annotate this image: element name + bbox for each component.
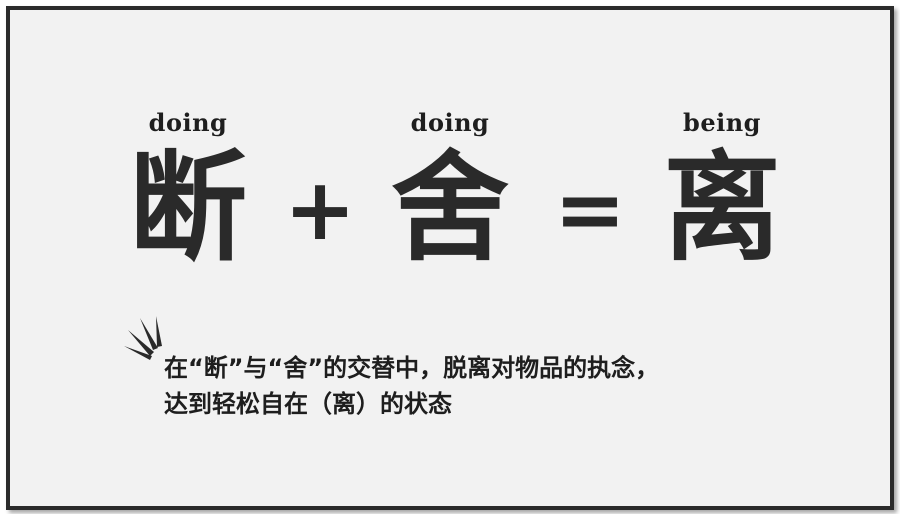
plus-sign: + xyxy=(283,160,357,260)
term1-char: 断 xyxy=(128,139,247,277)
term2-word: doing xyxy=(410,108,490,137)
burst-icon xyxy=(124,316,162,360)
equals-sign: = xyxy=(553,160,627,260)
description-line-2: 达到轻松自在（离）的状态 xyxy=(164,390,452,418)
description-line-1: 在“断”与“舍”的交替中，脱离对物品的执念， xyxy=(164,354,660,382)
slide-frame: doing 断 + doing 舍 = being 离 在“断”与“舍”的交替中… xyxy=(6,6,894,510)
term1-word: doing xyxy=(148,108,228,137)
term2-char: 舍 xyxy=(390,139,509,277)
term3-char: 离 xyxy=(662,139,781,277)
description: 在“断”与“舍”的交替中，脱离对物品的执念， 达到轻松自在（离）的状态 xyxy=(164,350,659,422)
term3-word: being xyxy=(683,108,761,137)
